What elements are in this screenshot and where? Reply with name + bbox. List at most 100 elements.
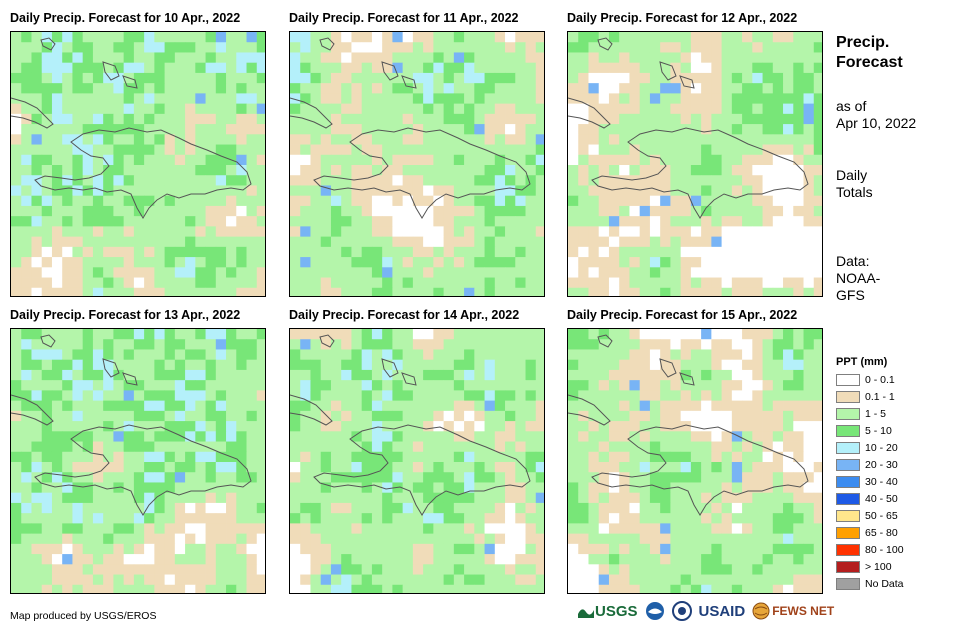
- precip-cell: [195, 339, 206, 350]
- precip-cell: [793, 154, 804, 166]
- precip-cell: [371, 267, 383, 278]
- precip-cell: [351, 400, 363, 412]
- precip-cell: [92, 267, 104, 278]
- precip-cell: [246, 267, 258, 278]
- precip-cell: [742, 185, 753, 197]
- precip-cell: [711, 410, 722, 422]
- precip-cell: [619, 492, 630, 504]
- precip-cell: [41, 513, 53, 524]
- precip-cell: [711, 492, 722, 504]
- precip-cell: [256, 134, 265, 145]
- precip-cell: [361, 533, 373, 545]
- precip-cell: [608, 124, 620, 135]
- precip-cell: [300, 205, 311, 217]
- precip-cell: [256, 472, 265, 483]
- precip-cell: [361, 369, 373, 381]
- precip-cell: [310, 584, 322, 593]
- precip-cell: [670, 144, 682, 156]
- precip-cell: [515, 451, 526, 463]
- precip-cell: [330, 93, 342, 105]
- precip-cell: [494, 533, 506, 545]
- precip-cell: [793, 564, 804, 575]
- precip-cell: [535, 154, 544, 166]
- precip-cell: [330, 390, 342, 402]
- precip-cell: [772, 246, 784, 258]
- precip-cell: [371, 410, 383, 422]
- precip-cell: [341, 154, 352, 166]
- precip-cell: [588, 380, 600, 391]
- precip-cell: [464, 195, 475, 207]
- precip-cell: [680, 205, 692, 217]
- precip-cell: [310, 62, 322, 74]
- precip-cell: [133, 216, 145, 227]
- precip-cell: [382, 574, 393, 586]
- precip-cell: [164, 226, 176, 238]
- precip-cell: [92, 32, 104, 43]
- precip-cell: [639, 431, 651, 442]
- precip-cell: [412, 441, 424, 453]
- precip-cell: [474, 154, 485, 166]
- precip-cell: [762, 554, 774, 565]
- precip-cell: [215, 564, 227, 575]
- precip-cell: [382, 165, 393, 176]
- precip-cell: [433, 277, 444, 289]
- precip-cell: [588, 564, 600, 575]
- precip-cell: [423, 257, 434, 268]
- precip-cell: [515, 400, 526, 412]
- precip-cell: [752, 257, 763, 268]
- precip-cell: [690, 349, 702, 361]
- precip-cell: [742, 431, 753, 442]
- precip-cell: [392, 564, 404, 575]
- precip-cell: [174, 369, 186, 381]
- precip-cell: [464, 165, 475, 176]
- precip-cell: [351, 246, 363, 258]
- precip-cell: [711, 380, 722, 391]
- precip-cell: [402, 52, 414, 64]
- precip-cell: [742, 441, 753, 453]
- precip-cell: [256, 462, 265, 473]
- precip-cell: [103, 267, 114, 278]
- precip-cell: [515, 175, 526, 186]
- precip-cell: [215, 390, 227, 402]
- precip-cell: [330, 451, 342, 463]
- precip-cell: [330, 195, 342, 207]
- precip-cell: [515, 584, 526, 593]
- precip-cell: [371, 287, 383, 296]
- precip-cell: [205, 359, 217, 371]
- precip-cell: [123, 175, 135, 186]
- precip-cell: [310, 482, 322, 494]
- precip-cell: [619, 226, 630, 238]
- precip-cell: [174, 451, 186, 463]
- precip-cell: [578, 574, 589, 586]
- precip-cell: [226, 482, 237, 494]
- precip-cell: [649, 267, 661, 278]
- precip-cell: [731, 103, 743, 115]
- precip-cell: [535, 103, 544, 115]
- precip-cell: [195, 492, 206, 504]
- precip-cell: [568, 113, 579, 125]
- precip-cell: [226, 492, 237, 504]
- precip-cell: [423, 369, 434, 381]
- precip-cell: [21, 103, 32, 115]
- precip-cell: [341, 93, 352, 105]
- precip-cell: [453, 574, 465, 586]
- precip-cell: [474, 236, 485, 248]
- precip-cell: [752, 185, 763, 197]
- precip-cell: [41, 482, 53, 494]
- precip-cell: [433, 400, 444, 412]
- precip-cell: [246, 144, 258, 156]
- precip-cell: [680, 93, 692, 105]
- precip-cell: [154, 277, 165, 289]
- precip-cell: [639, 513, 651, 524]
- precip-cell: [51, 113, 63, 125]
- precip-cell: [62, 329, 73, 340]
- precip-cell: [588, 554, 600, 565]
- precip-cell: [185, 103, 196, 115]
- precip-cell: [433, 359, 444, 371]
- precip-cell: [113, 451, 125, 463]
- precip-cell: [21, 564, 32, 575]
- precip-cell: [51, 543, 63, 555]
- precip-cell: [701, 369, 712, 381]
- precip-cell: [290, 42, 301, 53]
- precip-cell: [113, 410, 125, 422]
